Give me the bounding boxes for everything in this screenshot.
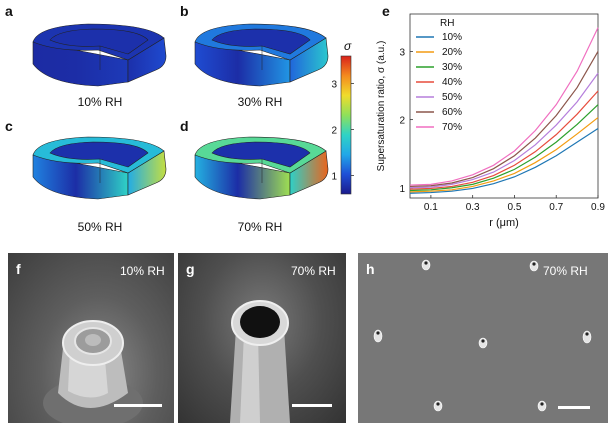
colorbar-tick-label: 2 [331,126,337,137]
legend-title: RH [440,18,454,29]
x-axis-label: r (μm) [489,217,519,229]
chart-frame [409,13,599,199]
microtube-array-h [373,259,592,412]
y-tick-label: 2 [399,116,405,127]
scale-bar-h [558,406,590,409]
legend-label: 10% [442,32,462,43]
model-bore [211,28,311,55]
model-cut-face [127,150,167,196]
model-side [194,41,291,87]
colorbar-tick-label: 3 [331,80,337,91]
x-tick-label: 0.5 [507,202,521,213]
scale-bar-f [114,404,162,407]
series-line-20pct [409,117,599,193]
sem-label-f: 10% RH [120,264,165,278]
simulation-model-a [32,23,167,87]
colorbar: σ 1 2 3 [331,39,354,195]
sem-image-f: f 10% RH [8,253,174,423]
x-tick-label: 0.9 [591,202,605,213]
colorbar-tick-label: 1 [331,172,337,183]
simulation-model-b [194,23,329,87]
legend-label: 40% [442,77,462,88]
x-tick-label: 0.3 [466,202,480,213]
simulation-model-d [194,136,329,200]
legend-label: 60% [442,107,462,118]
legend-label: 70% [442,122,462,133]
model-bore [49,141,149,168]
model-cut-face [289,150,329,196]
panel-letter-d: d [180,118,189,134]
legend-label: 20% [442,47,462,58]
y-axis-label: Supersaturation ratio, σ (a.u.) [376,41,387,172]
model-cut-face [289,37,329,83]
model-bore [211,141,311,168]
series-line-70pct [409,27,599,186]
model-side [194,154,291,200]
caption-c: 50% RH [77,220,123,234]
series-line-30pct [409,104,599,192]
caption-a: 10% RH [77,95,123,109]
model-side [32,41,129,87]
colorbar-symbol: σ [344,39,352,53]
y-tick-label: 3 [399,47,405,58]
model-side [32,154,129,200]
legend-label: 30% [442,62,462,73]
panel-letter-h: h [366,261,375,277]
scale-bar-g [292,404,332,407]
series-line-40pct [409,90,599,190]
chart-e: 0.1 0.3 0.5 0.7 0.9 1 2 3 r (μm) Supersaturation … [376,13,605,229]
series-line-60pct [409,51,599,188]
panel-letter-b: b [180,3,189,19]
caption-b: 30% RH [237,95,283,109]
microtube-f [43,320,143,423]
panel-letter-g: g [186,261,195,277]
sem-image-g: g 70% RH [178,253,346,423]
x-tick-label: 0.7 [549,202,563,213]
panel-letter-a: a [5,3,13,19]
caption-d: 70% RH [237,220,283,234]
legend-label: 50% [442,92,462,103]
series-line-50pct [409,72,599,189]
y-tick-label: 1 [399,184,405,195]
sem-label-h: 70% RH [543,264,588,278]
panel-letter-e: e [382,3,390,19]
microtube-g [230,300,290,423]
simulation-model-c [32,136,167,200]
sem-image-h: h 70% RH [358,253,608,423]
model-cut-face [127,37,167,83]
panel-letter-c: c [5,118,13,134]
series-line-10pct [409,127,599,194]
panel-letter-f: f [16,261,21,277]
model-bore [49,28,149,55]
colorbar-gradient [340,55,352,195]
sem-label-g: 70% RH [291,264,336,278]
x-tick-label: 0.1 [424,202,438,213]
